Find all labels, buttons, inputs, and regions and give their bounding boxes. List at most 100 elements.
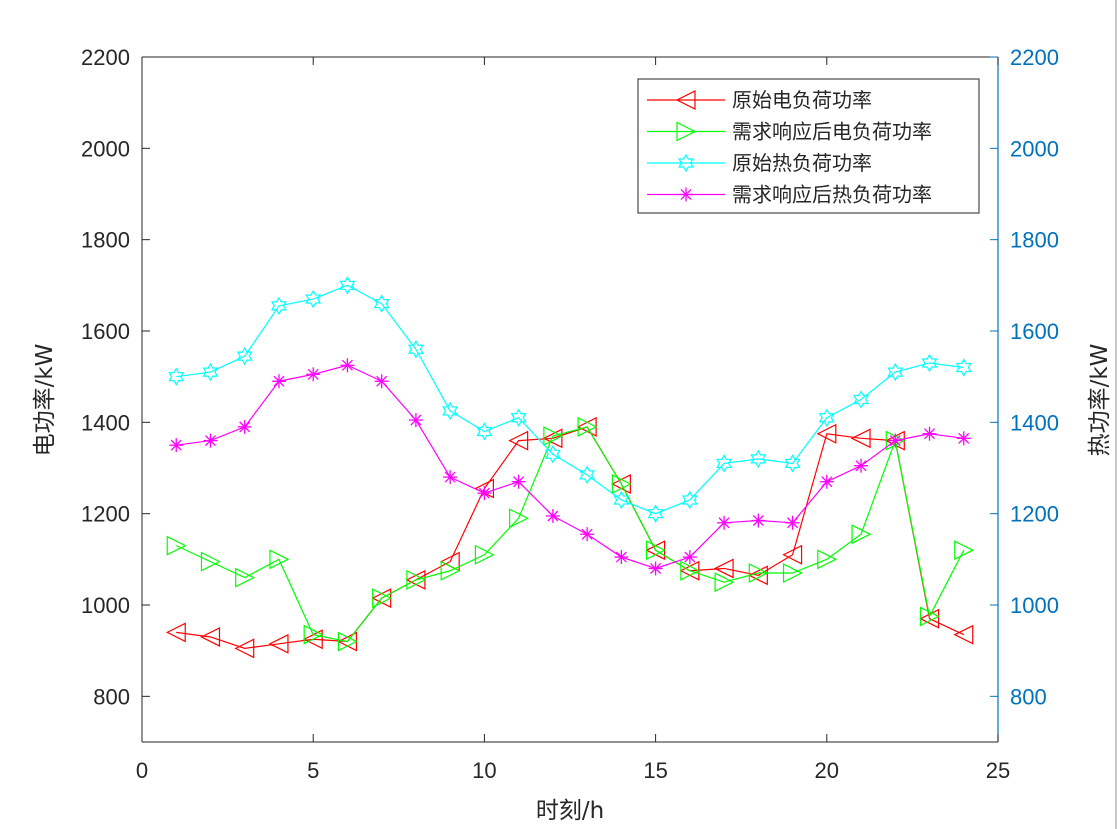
triangle-right-marker <box>817 549 838 570</box>
y-tick-label-left: 1200 <box>81 502 130 527</box>
hexagram-marker <box>750 449 767 469</box>
triangle-left-marker <box>782 544 803 565</box>
asterisk-marker <box>648 561 663 576</box>
triangle-right-marker <box>714 572 735 593</box>
asterisk-marker <box>408 413 423 428</box>
asterisk-marker <box>922 426 937 441</box>
triangle-right-marker <box>235 567 256 588</box>
legend-label: 原始热负荷功率 <box>732 151 872 175</box>
triangle-left-marker <box>508 430 529 451</box>
hexagram-marker <box>678 153 694 173</box>
asterisk-marker <box>340 358 355 373</box>
y-tick-label-left: 1600 <box>81 319 130 344</box>
hexagram-marker <box>681 490 698 510</box>
triangle-right-marker <box>269 549 290 570</box>
hexagram-marker <box>955 358 972 377</box>
legend-label: 原始电负荷功率 <box>732 88 872 112</box>
x-tick-label: 10 <box>472 758 496 783</box>
triangle-right-marker <box>166 535 187 556</box>
hexagram-marker <box>476 422 493 441</box>
x-tick-label: 15 <box>643 758 667 783</box>
hexagram-marker <box>647 504 664 523</box>
triangle-right-marker <box>509 508 529 529</box>
hexagram-marker <box>887 362 904 382</box>
triangle-left-marker <box>200 626 221 647</box>
asterisk-marker <box>169 438 184 453</box>
y-axis-label-right: 热功率/kW <box>1087 344 1113 457</box>
triangle-left-marker <box>747 565 768 586</box>
triangle-right-marker <box>543 426 564 447</box>
asterisk-marker <box>511 474 526 489</box>
asterisk-marker <box>374 374 389 389</box>
legend-label: 需求响应后热负荷功率 <box>732 183 932 207</box>
legend-item: 原始热负荷功率 <box>647 151 872 175</box>
y-tick-label-left: 1400 <box>81 410 130 435</box>
asterisk-marker <box>306 367 321 382</box>
triangle-right-marker <box>851 524 872 545</box>
y-tick-label-right: 1000 <box>1010 593 1059 618</box>
triangle-right-marker <box>782 563 803 584</box>
asterisk-marker <box>819 474 834 489</box>
y-tick-label-right: 1800 <box>1010 228 1059 253</box>
hexagram-marker <box>442 401 459 421</box>
hexagram-marker <box>236 346 253 366</box>
hexagram-marker <box>510 408 527 427</box>
triangle-right-marker <box>372 588 393 609</box>
asterisk-marker <box>614 550 629 565</box>
triangle-right-marker <box>748 563 769 584</box>
hexagram-marker <box>921 353 938 373</box>
y-tick-label-left: 1000 <box>81 593 130 618</box>
asterisk-marker <box>580 527 595 542</box>
hexagram-marker <box>818 408 835 427</box>
series-3 <box>169 358 971 576</box>
asterisk-marker <box>271 374 286 389</box>
triangle-left-marker <box>268 633 289 654</box>
legend-item: 需求响应后热负荷功率 <box>647 183 932 207</box>
y-tick-label-left: 2200 <box>81 45 130 70</box>
window-edge <box>1115 0 1117 829</box>
hexagram-marker <box>168 367 185 386</box>
y-tick-label-right: 2000 <box>1010 136 1059 161</box>
asterisk-marker <box>717 515 732 530</box>
asterisk-marker <box>237 419 252 434</box>
asterisk-marker <box>443 470 458 485</box>
series-2 <box>168 276 972 523</box>
x-axis-label: 时刻/h <box>536 798 604 824</box>
hexagram-marker <box>373 294 390 313</box>
asterisk-marker <box>785 515 800 530</box>
y-tick-label-right: 800 <box>1010 684 1047 709</box>
hexagram-marker <box>339 276 356 295</box>
series-line <box>175 426 965 643</box>
triangle-right-marker <box>611 474 632 494</box>
asterisk-marker <box>956 431 971 446</box>
asterisk-marker <box>682 550 697 565</box>
asterisk-marker <box>203 433 218 448</box>
triangle-right-marker <box>440 560 461 581</box>
x-tick-label: 25 <box>986 758 1010 783</box>
triangle-right-marker <box>406 569 427 590</box>
hexagram-marker <box>613 490 630 510</box>
triangle-left-marker <box>816 423 837 444</box>
triangle-right-marker <box>680 560 701 581</box>
triangle-right-marker <box>919 606 940 627</box>
triangle-left-marker <box>713 558 734 579</box>
triangle-left-marker <box>675 90 696 110</box>
y-tick-label-left: 800 <box>93 684 130 709</box>
hexagram-marker <box>853 390 870 409</box>
triangle-left-marker <box>850 428 871 449</box>
hexagram-marker <box>305 289 322 309</box>
series-line <box>176 364 964 570</box>
legend-item: 原始电负荷功率 <box>647 88 872 112</box>
triangle-right-marker <box>474 544 495 565</box>
triangle-right-marker <box>954 540 975 561</box>
triangle-left-marker <box>953 624 974 645</box>
triangle-right-marker <box>676 121 697 142</box>
x-tick-label: 20 <box>815 758 839 783</box>
asterisk-marker <box>888 433 903 448</box>
y-tick-label-left: 1800 <box>81 228 130 253</box>
triangle-right-marker <box>200 551 221 572</box>
x-tick-label: 5 <box>307 758 319 783</box>
